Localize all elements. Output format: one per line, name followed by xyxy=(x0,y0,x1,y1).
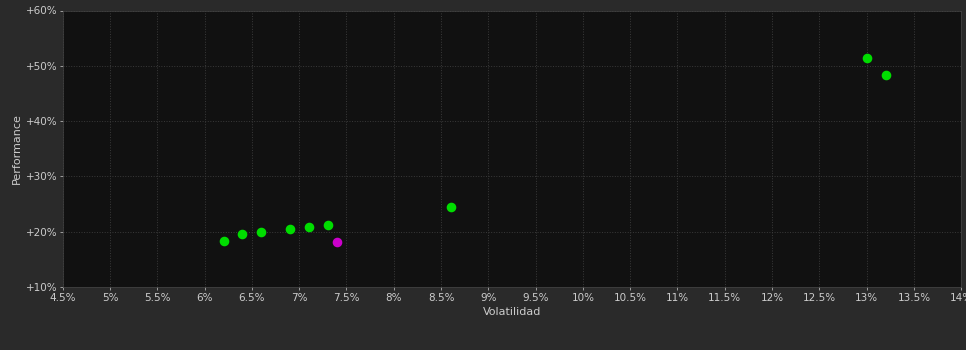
Point xyxy=(320,222,335,227)
Point xyxy=(282,226,298,232)
Point xyxy=(329,239,345,244)
Point xyxy=(859,55,874,60)
Point xyxy=(235,231,250,237)
Point xyxy=(215,238,231,244)
Point xyxy=(878,72,894,78)
Point xyxy=(254,229,270,234)
Point xyxy=(442,204,458,210)
X-axis label: Volatilidad: Volatilidad xyxy=(483,307,541,317)
Y-axis label: Performance: Performance xyxy=(12,113,21,184)
Point xyxy=(301,224,317,230)
